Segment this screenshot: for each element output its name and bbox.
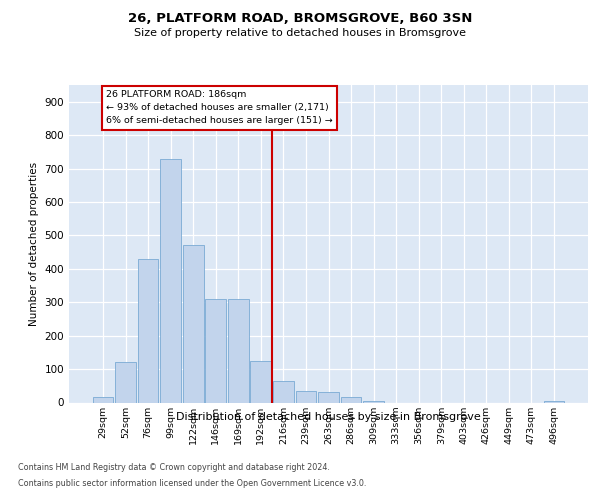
Text: 26 PLATFORM ROAD: 186sqm
← 93% of detached houses are smaller (2,171)
6% of semi: 26 PLATFORM ROAD: 186sqm ← 93% of detach… <box>106 90 333 126</box>
Text: Contains public sector information licensed under the Open Government Licence v3: Contains public sector information licen… <box>18 478 367 488</box>
Bar <box>92 398 113 402</box>
Text: Contains HM Land Registry data © Crown copyright and database right 2024.: Contains HM Land Registry data © Crown c… <box>18 464 330 472</box>
Text: Distribution of detached houses by size in Bromsgrove: Distribution of detached houses by size … <box>176 412 481 422</box>
Bar <box>544 401 565 402</box>
Bar <box>160 158 181 402</box>
Bar <box>296 391 316 402</box>
Bar <box>318 392 339 402</box>
Bar <box>115 362 136 403</box>
Bar <box>250 360 271 403</box>
Text: 26, PLATFORM ROAD, BROMSGROVE, B60 3SN: 26, PLATFORM ROAD, BROMSGROVE, B60 3SN <box>128 12 472 26</box>
Bar <box>183 246 203 402</box>
Bar <box>228 299 248 403</box>
Text: Size of property relative to detached houses in Bromsgrove: Size of property relative to detached ho… <box>134 28 466 38</box>
Bar <box>363 401 384 402</box>
Bar <box>205 299 226 403</box>
Bar <box>137 259 158 402</box>
Bar <box>341 398 361 402</box>
Bar <box>273 381 294 402</box>
Y-axis label: Number of detached properties: Number of detached properties <box>29 162 39 326</box>
